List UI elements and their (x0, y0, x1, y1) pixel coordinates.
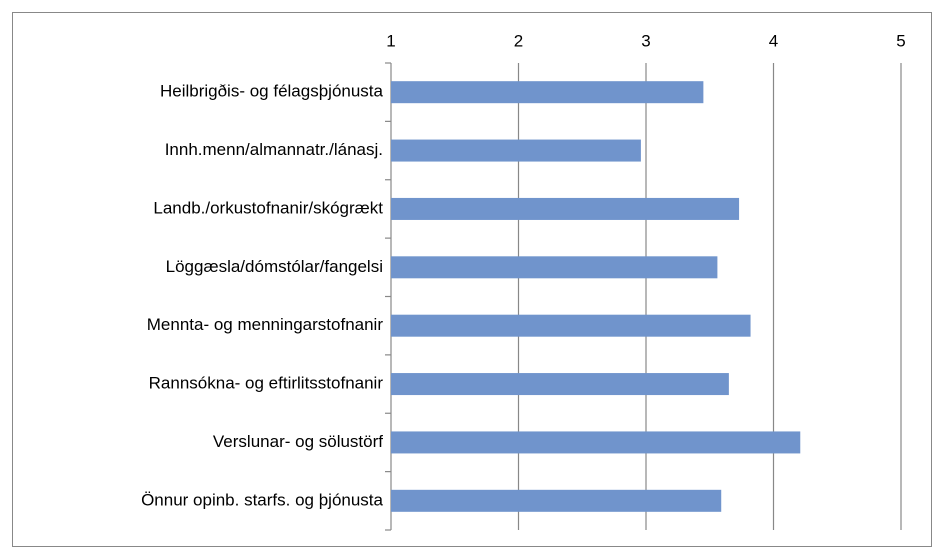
x-tick-label: 3 (641, 31, 650, 50)
x-tick-label: 5 (896, 31, 905, 50)
bar (391, 256, 718, 279)
y-tick-label: Landb./orkustofnanir/skógrækt (153, 198, 383, 217)
bar (391, 314, 751, 337)
bar (391, 139, 641, 162)
bar (391, 373, 729, 396)
y-tick-label: Mennta- og menningarstofnanir (147, 315, 384, 334)
y-tick-label: Heilbrigðis- og félagsþjónusta (160, 82, 384, 101)
bar (391, 197, 740, 220)
bar (391, 431, 801, 454)
x-tick-label: 4 (769, 31, 778, 50)
y-tick-label: Innh.menn/almannatr./lánasj. (165, 140, 383, 159)
bar (391, 489, 722, 512)
y-tick-label: Önnur opinb. starfs. og þjónusta (141, 490, 383, 509)
bar (391, 81, 704, 104)
y-tick-label: Löggæsla/dómstólar/fangelsi (166, 257, 383, 276)
x-tick-label: 1 (386, 31, 395, 50)
y-tick-label: Verslunar- og sölustörf (213, 432, 383, 451)
x-tick-label: 2 (514, 31, 523, 50)
y-tick-label: Rannsókna- og eftirlitsstofnanir (149, 374, 384, 393)
